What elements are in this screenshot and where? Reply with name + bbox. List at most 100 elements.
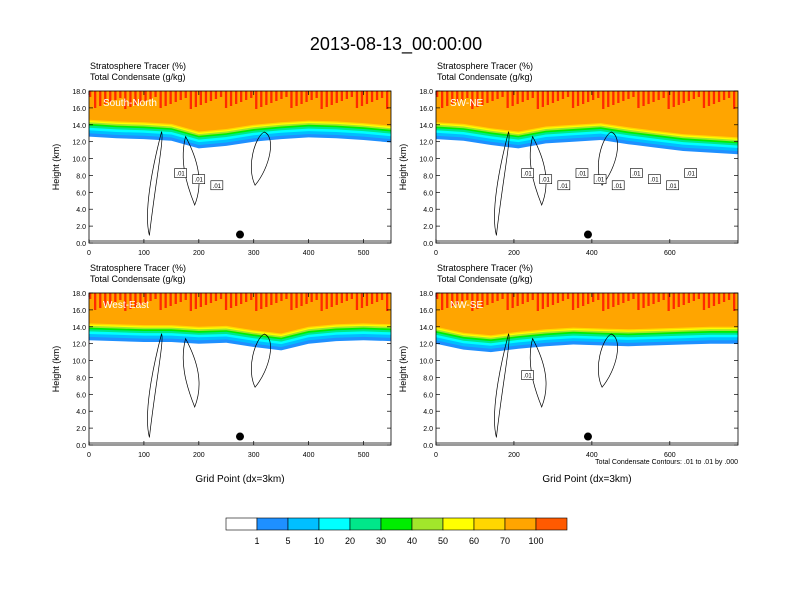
tracer-streak [511, 293, 514, 308]
x-tick-label: 300 [248, 452, 260, 459]
x-tick-label: 200 [508, 452, 520, 459]
contour-label: .01 [687, 172, 696, 178]
tracer-streak [240, 91, 243, 102]
tracer-streak [657, 91, 660, 100]
panel-header-line1: Stratosphere Tracer (%) [437, 263, 533, 273]
contour-label-box [174, 168, 187, 178]
contour-label-box [611, 180, 625, 191]
tracer-streak [451, 293, 454, 306]
tracer-streak [340, 293, 343, 303]
tracer-streak [481, 293, 484, 307]
tracer-streak [597, 293, 600, 300]
colorbar-label: 20 [345, 536, 355, 546]
tracer-streak [536, 91, 539, 109]
colorbar-label: 5 [285, 536, 290, 546]
tracer-streak [597, 91, 600, 98]
x-tick-label: 200 [508, 250, 520, 257]
tracer-streak [340, 91, 343, 101]
tracer-streak [139, 91, 142, 103]
tracer-streak [612, 91, 615, 105]
colorbar-swatch [411, 517, 444, 531]
tracer-streak [587, 91, 590, 102]
tracer-streak [260, 293, 263, 309]
tracer-streak [345, 293, 348, 301]
plot-frame [435, 292, 739, 446]
tracer-streak [496, 293, 499, 301]
tracer-streak [727, 293, 731, 300]
tracer-streak [702, 293, 706, 310]
tracer-streak [320, 91, 323, 109]
tracer-streak [617, 91, 620, 103]
y-tick-label: 0.0 [423, 241, 433, 248]
tracer-streak [325, 293, 328, 309]
tracer-streak [335, 293, 338, 305]
tracer-streak [662, 293, 665, 300]
colorbar-label: 60 [469, 536, 479, 546]
contour-label: .01 [650, 178, 659, 184]
contour-label: .01 [523, 374, 532, 380]
panel-header-line1: Stratosphere Tracer (%) [437, 61, 533, 71]
tracer-streak [727, 91, 731, 98]
condensate-contour [182, 337, 200, 408]
y-tick-label: 0.0 [423, 443, 433, 450]
plot-area: .01 .01 .01 [89, 91, 391, 243]
tracer-streak [456, 91, 459, 102]
tracer-streak [295, 293, 298, 308]
tracer-streak [627, 293, 630, 301]
condensate-contour [598, 333, 618, 388]
panel-nw-se: Stratosphere Tracer (%) Total Condensate… [398, 263, 739, 485]
tracer-streak [667, 293, 670, 311]
tracer-streak [592, 91, 595, 100]
x-tick-label: 200 [193, 452, 205, 459]
location-marker [583, 432, 592, 441]
tracer-streak [541, 293, 544, 309]
plot-frame [435, 90, 739, 244]
plot-area [89, 293, 391, 445]
condensate-contour [494, 131, 510, 236]
tracer-streak [576, 293, 580, 308]
x-axis-label: Grid Point (dx=3km) [195, 474, 284, 485]
tracer-streak [617, 293, 620, 305]
tracer-streak [697, 293, 700, 299]
tracer-streak [204, 293, 208, 305]
tracer-streak [164, 91, 167, 106]
tracer-streak [677, 91, 680, 105]
tracer-streak [717, 91, 721, 102]
panel-header-line1: Stratosphere Tracer (%) [90, 263, 186, 273]
tracer-streak [687, 293, 690, 303]
y-tick-label: 6.0 [76, 190, 86, 197]
tracer-streak [516, 91, 519, 104]
tracer-streak [566, 293, 570, 299]
tracer-streak [637, 293, 640, 310]
contour-label-box [539, 174, 553, 184]
tracer-streak [365, 91, 369, 104]
y-tick-label: 4.0 [423, 409, 433, 416]
condensate-contour [529, 135, 547, 206]
y-tick-label: 4.0 [76, 207, 86, 214]
tracer-streak [350, 91, 353, 97]
x-tick-label: 400 [303, 250, 315, 257]
y-tick-label: 14.0 [72, 123, 86, 130]
contour-label: .01 [560, 184, 569, 190]
tracer-streak [687, 91, 690, 101]
tracer-streak [682, 293, 685, 305]
tracer-streak [144, 91, 147, 101]
y-tick-label: 2.0 [423, 224, 433, 231]
tracer-streak [733, 293, 736, 311]
tracer-streak [546, 293, 549, 307]
tracer-streak [647, 91, 650, 104]
tracer-streak [99, 293, 102, 308]
tracer-streak [571, 91, 575, 108]
tracer-streak [375, 293, 379, 302]
tracer-streak [290, 91, 293, 108]
tracer-streak [370, 91, 374, 102]
tracer-streak [571, 293, 575, 310]
tracer-streak [174, 91, 177, 102]
colorbar-swatch [442, 517, 475, 531]
tracer-streak [602, 91, 605, 109]
panel-header-line2: Total Condensate (g/kg) [437, 274, 533, 284]
tracer-streak [682, 91, 685, 103]
tracer-streak [250, 293, 253, 300]
tracer-streak [255, 293, 258, 311]
tracer-streak [622, 91, 625, 101]
